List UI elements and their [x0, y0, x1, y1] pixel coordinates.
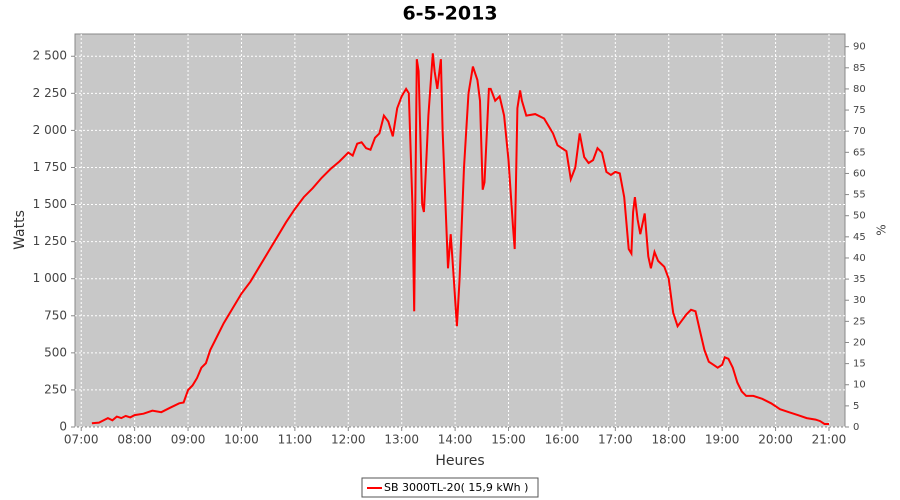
- y2-tick-label: 5: [853, 401, 859, 412]
- x-tick-label: 21:00: [812, 433, 847, 447]
- y-tick-label: 750: [44, 308, 67, 322]
- x-tick-label: 14:00: [438, 433, 473, 447]
- y-tick-label: 250: [44, 382, 67, 396]
- y-axis-label: Watts: [12, 210, 28, 250]
- y-tick-label: 2 000: [33, 123, 67, 137]
- x-tick-label: 17:00: [598, 433, 633, 447]
- x-tick-label: 08:00: [117, 433, 152, 447]
- x-tick-label: 09:00: [171, 433, 206, 447]
- x-tick-label: 12:00: [331, 433, 366, 447]
- y2-tick-label: 10: [853, 380, 866, 391]
- y2-tick-label: 60: [853, 168, 866, 179]
- y2-tick-label: 30: [853, 295, 866, 306]
- y2-tick-label: 50: [853, 211, 866, 222]
- y-tick-label: 2 250: [33, 86, 67, 100]
- x-tick-label: 15:00: [491, 433, 526, 447]
- y2-tick-label: 25: [853, 316, 866, 327]
- y-tick-label: 1 250: [33, 234, 67, 248]
- y2-tick-label: 90: [853, 42, 866, 53]
- legend: [361, 477, 539, 498]
- y2-tick-label: 35: [853, 274, 866, 285]
- x-tick-label: 11:00: [278, 433, 313, 447]
- y2-tick-label: 40: [853, 253, 866, 264]
- y2-tick-label: 80: [853, 84, 866, 95]
- y2-tick-label: 85: [853, 63, 866, 74]
- x-tick-label: 18:00: [651, 433, 686, 447]
- x-tick-label: 16:00: [545, 433, 580, 447]
- y2-tick-label: 15: [853, 359, 866, 370]
- y-tick-label: 1 750: [33, 160, 67, 174]
- y2-tick-label: 55: [853, 190, 866, 201]
- x-tick-label: 13:00: [384, 433, 419, 447]
- legend-label: SB 3000TL-20( 15,9 kWh ): [384, 481, 528, 494]
- x-tick-label: 19:00: [705, 433, 740, 447]
- y2-tick-label: 65: [853, 147, 866, 158]
- y-tick-label: 500: [44, 345, 67, 359]
- x-tick-label: 07:00: [64, 433, 99, 447]
- y-tick-label: 0: [59, 420, 67, 434]
- y-tick-label: 2 500: [33, 49, 67, 63]
- y-tick-label: 1 500: [33, 197, 67, 211]
- plot-area: [74, 33, 846, 428]
- x-tick-label: 10:00: [224, 433, 259, 447]
- y2-tick-label: 75: [853, 105, 866, 116]
- x-tick-label: 20:00: [758, 433, 793, 447]
- y2-tick-label: 45: [853, 232, 866, 243]
- y2-tick-label: 70: [853, 126, 866, 137]
- chart-title: 6-5-2013: [402, 3, 497, 25]
- y2-axis-label: %: [875, 224, 889, 235]
- y-tick-label: 1 000: [33, 271, 67, 285]
- x-axis-label: Heures: [435, 453, 484, 469]
- y2-tick-label: 20: [853, 337, 866, 348]
- line: [91, 53, 829, 425]
- y2-tick-label: 0: [853, 422, 859, 433]
